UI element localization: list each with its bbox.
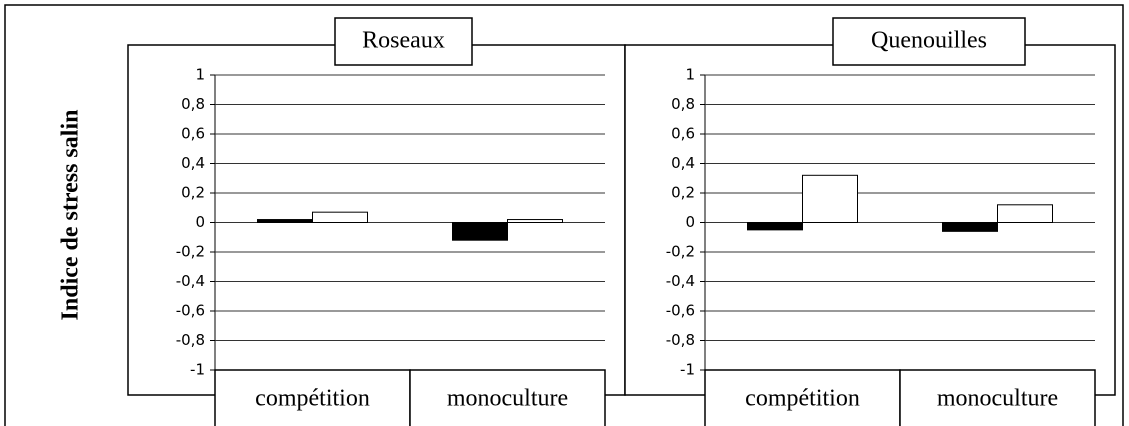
y-tick-label: -0,6: [666, 302, 695, 320]
category-box: [214, 369, 411, 426]
chart-title: Roseaux: [362, 28, 445, 54]
y-tick-label: -0,4: [176, 272, 205, 290]
y-tick-label: -0,6: [176, 302, 205, 320]
category-box: [899, 369, 1096, 426]
title-box: [334, 17, 473, 66]
y-tick-label: 0,6: [671, 125, 695, 143]
title-box: [832, 17, 1026, 66]
y-tick-label: 0,6: [181, 125, 205, 143]
y-tick-label: 0,8: [181, 95, 205, 113]
y-tick-label: 0,4: [671, 154, 695, 172]
category-box: [409, 369, 606, 426]
bar: [942, 222, 998, 232]
y-tick-label: 0: [195, 213, 205, 231]
y-tick-label: 1: [195, 66, 205, 84]
y-tick-label: 0: [685, 213, 695, 231]
y-axis-label: Indice de stress salin: [58, 110, 84, 321]
bar: [747, 222, 803, 231]
x-tick-label: monoculture: [447, 386, 568, 412]
bar: [997, 204, 1053, 224]
x-tick-label: compétition: [255, 386, 370, 412]
y-tick-label: 1: [685, 66, 695, 84]
outer-frame: [4, 4, 1124, 426]
y-tick-label: -1: [680, 361, 695, 379]
y-tick-label: -1: [190, 361, 205, 379]
y-tick-label: -0,8: [176, 331, 205, 349]
bar: [312, 211, 368, 224]
y-tick-label: 0,8: [671, 95, 695, 113]
y-tick-label: -0,8: [666, 331, 695, 349]
y-tick-label: 0,2: [181, 184, 205, 202]
bar: [507, 219, 563, 224]
x-tick-label: compétition: [745, 386, 860, 412]
x-tick-label: monoculture: [937, 386, 1058, 412]
y-tick-label: -0,2: [176, 243, 205, 261]
y-tick-label: 0,4: [181, 154, 205, 172]
bar: [802, 174, 858, 224]
y-tick-label: -0,2: [666, 243, 695, 261]
y-tick-label: 0,2: [671, 184, 695, 202]
bar: [452, 222, 508, 241]
chart-title: Quenouilles: [871, 28, 987, 54]
y-tick-label: -0,4: [666, 272, 695, 290]
category-box: [704, 369, 901, 426]
bar: [257, 219, 313, 224]
